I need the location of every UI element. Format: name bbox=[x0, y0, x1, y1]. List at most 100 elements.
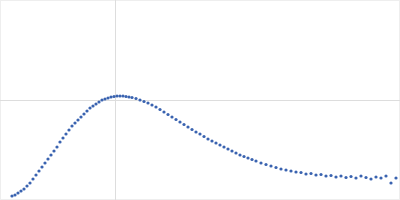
point bbox=[109, 95, 112, 98]
point bbox=[112, 95, 115, 98]
point bbox=[279, 167, 282, 170]
point bbox=[82, 112, 85, 115]
point bbox=[319, 173, 322, 176]
point bbox=[190, 128, 193, 131]
point bbox=[324, 174, 327, 177]
point bbox=[264, 163, 267, 166]
point bbox=[329, 174, 332, 177]
point bbox=[384, 174, 387, 177]
point bbox=[186, 125, 189, 128]
point bbox=[369, 177, 372, 180]
point bbox=[394, 176, 397, 179]
point bbox=[379, 176, 382, 179]
point bbox=[198, 132, 201, 135]
point bbox=[259, 161, 262, 164]
point bbox=[210, 139, 213, 142]
point bbox=[202, 135, 205, 138]
point bbox=[194, 130, 197, 133]
point bbox=[76, 118, 79, 121]
point bbox=[16, 191, 19, 194]
point bbox=[10, 194, 13, 197]
point bbox=[22, 187, 25, 190]
point bbox=[70, 124, 73, 127]
point bbox=[289, 169, 292, 172]
point bbox=[43, 161, 46, 164]
point bbox=[162, 110, 165, 113]
point bbox=[246, 156, 249, 159]
point bbox=[34, 173, 37, 176]
point bbox=[79, 115, 82, 118]
point bbox=[349, 175, 352, 178]
point bbox=[115, 94, 118, 97]
point bbox=[61, 136, 64, 139]
point bbox=[138, 98, 141, 101]
point bbox=[134, 97, 137, 100]
point bbox=[142, 100, 145, 103]
point bbox=[37, 169, 40, 172]
point bbox=[52, 149, 55, 152]
point bbox=[364, 176, 367, 179]
point bbox=[250, 158, 253, 161]
point bbox=[94, 102, 97, 105]
point bbox=[28, 181, 31, 184]
plot-frame bbox=[1, 1, 400, 200]
point bbox=[121, 94, 124, 97]
point bbox=[19, 189, 22, 192]
point bbox=[284, 168, 287, 171]
point bbox=[154, 105, 157, 108]
point bbox=[222, 145, 225, 148]
point bbox=[178, 120, 181, 123]
point bbox=[31, 177, 34, 180]
points bbox=[10, 94, 397, 197]
point bbox=[314, 173, 317, 176]
point bbox=[254, 159, 257, 162]
point bbox=[46, 157, 49, 160]
y-grid-line bbox=[0, 100, 400, 101]
point bbox=[166, 113, 169, 116]
point bbox=[100, 98, 103, 101]
point bbox=[13, 193, 16, 196]
point bbox=[103, 97, 106, 100]
point bbox=[230, 149, 233, 152]
point bbox=[206, 137, 209, 140]
point bbox=[106, 96, 109, 99]
point bbox=[73, 121, 76, 124]
point bbox=[238, 153, 241, 156]
chart bbox=[0, 0, 400, 200]
point bbox=[124, 95, 127, 98]
point bbox=[88, 106, 91, 109]
point bbox=[158, 108, 161, 111]
point bbox=[25, 184, 28, 187]
point bbox=[170, 115, 173, 118]
point bbox=[389, 181, 392, 184]
point bbox=[58, 140, 61, 143]
point bbox=[304, 172, 307, 175]
point bbox=[97, 100, 100, 103]
point bbox=[334, 175, 337, 178]
point bbox=[64, 132, 67, 135]
point bbox=[150, 103, 153, 106]
point bbox=[374, 175, 377, 178]
point bbox=[269, 164, 272, 167]
point bbox=[182, 123, 185, 126]
point bbox=[67, 128, 70, 131]
point bbox=[274, 166, 277, 169]
point bbox=[146, 101, 149, 104]
point bbox=[354, 176, 357, 179]
point bbox=[226, 147, 229, 150]
point bbox=[91, 104, 94, 107]
point bbox=[359, 174, 362, 177]
point bbox=[49, 153, 52, 156]
point bbox=[127, 95, 130, 98]
point bbox=[344, 176, 347, 179]
point bbox=[214, 141, 217, 144]
point bbox=[234, 151, 237, 154]
point bbox=[339, 174, 342, 177]
point bbox=[55, 145, 58, 148]
point bbox=[85, 109, 88, 112]
point bbox=[218, 143, 221, 146]
point bbox=[118, 94, 121, 97]
point bbox=[130, 96, 133, 99]
point bbox=[242, 155, 245, 158]
point bbox=[294, 170, 297, 173]
